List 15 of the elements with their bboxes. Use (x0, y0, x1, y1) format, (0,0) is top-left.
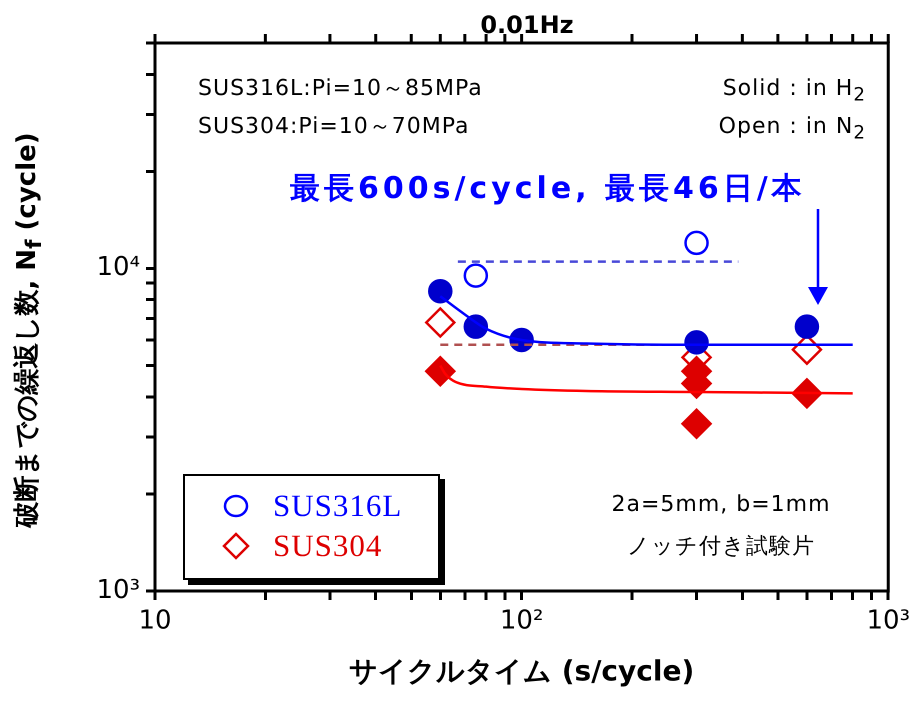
legend-label: SUS316L (273, 488, 402, 524)
annotation: SUS304:Pi=10～70MPa (198, 113, 470, 141)
x-tick-label: 10³ (866, 605, 910, 636)
annotation: 2a=5mm, b=1mm (610, 491, 832, 519)
legend-label: SUS304 (273, 528, 382, 564)
x-tick-label: 10² (500, 605, 544, 636)
x-axis-title: サイクルタイム (s/cycle) (348, 654, 694, 688)
annotation: 最長600s/cycle, 最長46日/本 (290, 171, 806, 206)
y-tick-label: 10⁴ (96, 252, 140, 282)
annotation: ノッチ付き試験片 (626, 533, 816, 561)
text: 0.01Hz (480, 10, 574, 40)
annotation: Solid : in H$_{2}$ (722, 75, 866, 108)
x-tick-label: 10 (138, 605, 172, 636)
annotation: Open : in N$_{2}$ (718, 113, 866, 146)
annotation: SUS316L:Pi=10～85MPa (198, 75, 483, 103)
